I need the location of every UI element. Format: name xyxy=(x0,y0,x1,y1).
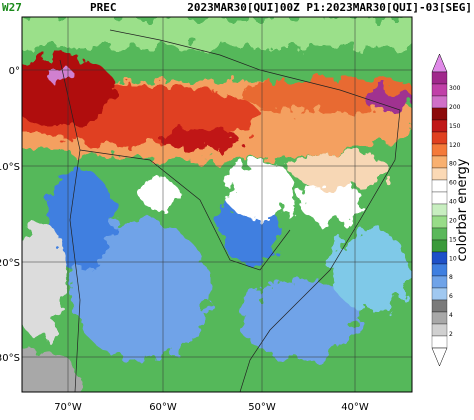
colorbar-bottom xyxy=(431,347,448,367)
colorbar-segment xyxy=(431,83,448,97)
colorbar-segment xyxy=(431,251,448,265)
colorbar-tick: 200 xyxy=(449,104,461,111)
lon-label: 70°W xyxy=(54,402,82,413)
colorbar-segment xyxy=(431,191,448,205)
colorbar-segment xyxy=(431,167,448,181)
map-borders xyxy=(59,29,401,392)
map-frame xyxy=(21,16,413,393)
panel-id: W27 xyxy=(2,1,22,14)
colorbar-segment xyxy=(431,239,448,253)
colorbar-segment xyxy=(431,203,448,217)
time-stamp: 2023MAR30[QUI]00Z P1:2023MAR30[QUI]-03[S… xyxy=(187,1,472,14)
colorbar-tick: 6 xyxy=(449,293,453,300)
colorbar-tick: 120 xyxy=(449,142,461,149)
colorbar-segment xyxy=(431,179,448,193)
lat-label: 0° xyxy=(9,66,20,77)
colorbar-tick: 60 xyxy=(449,180,457,187)
colorbar-segment xyxy=(431,71,448,85)
colorbar-segment xyxy=(431,227,448,241)
colorbar-tick: 10 xyxy=(449,255,457,262)
colorbar-segment xyxy=(431,299,448,313)
colorbar-tick: 2 xyxy=(449,331,453,338)
colorbar-tick: 4 xyxy=(449,312,453,319)
colorbar-tick: 8 xyxy=(449,274,453,281)
colorbar-segment xyxy=(431,107,448,121)
colorbar: 300 200 150 120 80 60 40 20 15 10 8 6 4 2 xyxy=(431,53,461,367)
colorbar-top xyxy=(431,53,448,73)
lon-label: 60°W xyxy=(149,402,177,413)
lat-label: 30°S xyxy=(0,353,20,364)
colorbar-segment xyxy=(431,287,448,301)
colorbar-segment xyxy=(431,323,448,337)
colorbar-tick: 15 xyxy=(449,236,457,243)
graticule xyxy=(22,17,412,392)
lon-label: 50°W xyxy=(248,402,276,413)
colorbar-segment xyxy=(431,275,448,289)
colorbar-segment xyxy=(431,335,448,349)
lon-label: 40°W xyxy=(341,402,369,413)
colorbar-tick: 40 xyxy=(449,199,457,206)
colorbar-segment xyxy=(431,143,448,157)
lat-label: 10°S xyxy=(0,162,20,173)
colorbar-tick: 300 xyxy=(449,85,461,92)
axis-labels: 0° 10°S 20°S 30°S 70°W 60°W 50°W 40°W xyxy=(0,66,369,413)
colorbar-segment xyxy=(431,119,448,133)
colorbar-tick: 150 xyxy=(449,123,461,130)
precip-map xyxy=(22,17,412,392)
colorbar-tick: 20 xyxy=(449,217,457,224)
lat-label: 20°S xyxy=(0,258,20,269)
colorbar-segment xyxy=(431,311,448,325)
colorbar-tick: 80 xyxy=(449,161,457,168)
colorbar-segment xyxy=(431,215,448,229)
colorbar-segment xyxy=(431,95,448,109)
colorbar-segment xyxy=(431,131,448,145)
colorbar-label: colorbar energy xyxy=(455,158,470,261)
precip-field xyxy=(22,17,412,392)
colorbar-segment xyxy=(431,155,448,169)
field-name: PREC xyxy=(90,1,117,14)
colorbar-segment xyxy=(431,263,448,277)
